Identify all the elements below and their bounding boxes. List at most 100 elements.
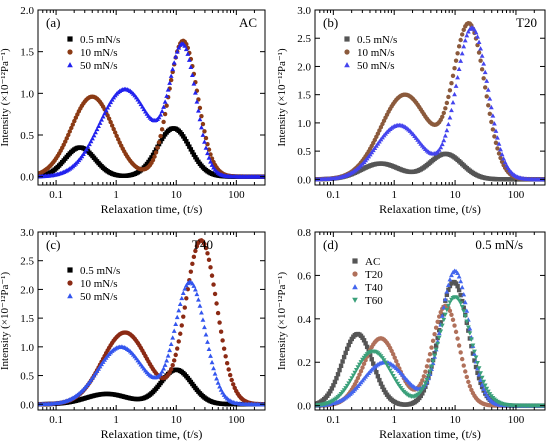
data-point <box>456 274 462 279</box>
data-point <box>445 282 451 287</box>
data-point <box>453 329 459 335</box>
data-point <box>190 149 195 155</box>
data-point <box>176 308 182 313</box>
data-point <box>153 147 159 152</box>
y-tick-label: 0.4 <box>297 314 311 326</box>
x-tick-label: 0.1 <box>326 189 340 201</box>
data-point <box>439 141 445 147</box>
data-point <box>202 129 207 134</box>
data-point <box>374 370 379 375</box>
data-point <box>188 269 194 274</box>
data-point <box>470 343 476 348</box>
data-point <box>424 364 430 369</box>
data-point <box>426 373 431 379</box>
data-point <box>481 379 487 385</box>
data-point <box>197 116 203 122</box>
data-point <box>378 381 384 386</box>
data-point <box>460 356 465 362</box>
y-tick-label: 2.0 <box>20 5 34 17</box>
data-point <box>455 74 461 80</box>
data-point <box>436 330 442 336</box>
data-point <box>432 350 437 356</box>
data-point <box>472 349 477 354</box>
y-tick-label: 2.5 <box>297 33 311 45</box>
data-point <box>193 248 198 254</box>
data-point <box>168 341 174 347</box>
data-point <box>208 159 213 164</box>
data-point <box>499 151 505 157</box>
data-point <box>152 154 157 159</box>
panel-label: (d) <box>323 237 338 252</box>
data-point <box>387 368 393 373</box>
panel-tag: T40 <box>192 237 213 252</box>
data-point <box>429 345 434 350</box>
data-point <box>162 362 168 367</box>
data-point <box>486 103 491 108</box>
y-tick-label: 0.8 <box>297 227 311 239</box>
data-point <box>476 372 482 377</box>
x-tick-label: 10 <box>171 414 183 426</box>
data-point <box>447 277 453 282</box>
data-point <box>394 359 399 364</box>
data-point <box>444 289 450 294</box>
data-point <box>353 367 359 373</box>
data-layer <box>38 238 265 407</box>
data-point <box>331 383 336 388</box>
data-point <box>449 107 454 113</box>
data-point <box>150 157 156 163</box>
legend-label: 50 mN/s <box>80 291 118 303</box>
data-point <box>99 117 104 122</box>
data-point <box>469 343 474 349</box>
data-point <box>97 120 103 125</box>
data-point <box>427 351 433 357</box>
data-point <box>418 381 423 386</box>
data-point <box>158 112 163 117</box>
data-point <box>343 350 348 356</box>
data-point <box>491 121 497 126</box>
data-point <box>96 366 101 371</box>
data-point <box>188 147 194 152</box>
data-point <box>200 132 206 137</box>
data-point <box>179 323 184 328</box>
data-point <box>489 119 494 125</box>
data-point <box>231 382 236 387</box>
data-point <box>459 284 465 290</box>
data-point <box>464 32 470 38</box>
data-point <box>444 307 450 313</box>
data-point <box>164 103 169 108</box>
legend-marker <box>67 36 73 42</box>
data-point <box>229 377 234 383</box>
y-tick-label: 2.5 <box>20 256 34 268</box>
x-tick-label: 10 <box>450 189 462 201</box>
data-point <box>184 296 189 301</box>
data-point <box>450 100 456 105</box>
data-point <box>445 121 451 127</box>
data-point <box>191 152 197 157</box>
data-point <box>464 308 470 313</box>
data-point <box>493 128 499 133</box>
data-point <box>85 144 91 149</box>
data-point <box>429 364 434 369</box>
data-point <box>479 67 485 72</box>
x-tick-label: 0.1 <box>49 189 63 201</box>
data-point <box>441 137 447 143</box>
data-point <box>458 58 464 63</box>
data-point <box>456 66 462 71</box>
data-point <box>218 329 224 334</box>
data-point <box>355 375 361 381</box>
y-tick-label: 1.0 <box>20 342 34 354</box>
series-50-mn-s <box>38 41 265 179</box>
data-point <box>203 332 209 337</box>
data-point <box>171 328 177 333</box>
legend-label: 10 mN/s <box>80 47 118 59</box>
data-point <box>173 54 179 59</box>
data-point <box>191 81 197 86</box>
data-point <box>194 291 200 297</box>
data-point <box>173 352 178 358</box>
data-point <box>194 243 200 249</box>
data-point <box>439 313 445 318</box>
data-point <box>212 291 218 297</box>
data-point <box>473 364 479 370</box>
y-axis-label: Intensity (×10⁻¹²Pa⁻¹) <box>276 48 288 147</box>
data-point <box>111 126 116 132</box>
